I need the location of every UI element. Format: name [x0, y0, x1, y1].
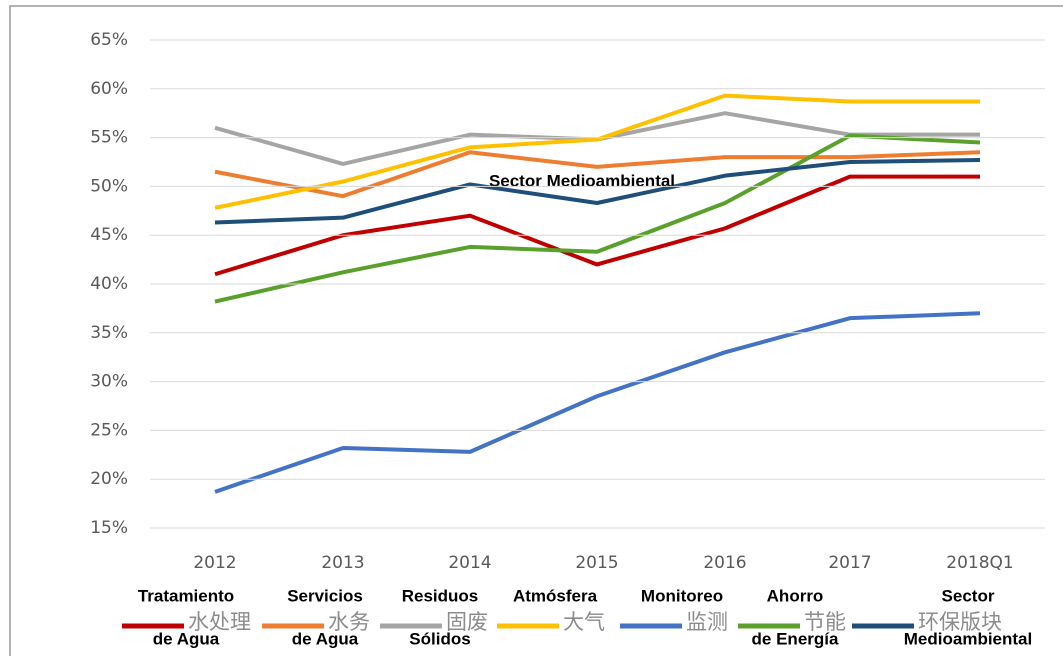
legend-label: 固废 [446, 610, 488, 634]
legend-overlay: Servicios [287, 586, 363, 605]
legend-overlay: Monitoreo [641, 586, 723, 605]
legend-overlay: Sector [942, 586, 995, 605]
y-tick-label: 15% [90, 518, 128, 538]
y-tick-label: 30% [90, 372, 128, 392]
y-tick-label: 40% [90, 274, 128, 294]
x-tick-label: 2012 [193, 553, 236, 573]
legend-label: 环保版块 [918, 610, 1002, 634]
series-line [214, 311, 981, 494]
x-tick-label: 2016 [703, 553, 746, 573]
legend-overlay: Residuos [402, 586, 479, 605]
legend-overlay: Tratamiento [138, 586, 234, 605]
legend-label: 监测 [686, 610, 728, 634]
legend-overlay: Ahorro [767, 586, 824, 605]
legend-overlay: de Agua [153, 629, 220, 648]
series-line [214, 174, 980, 277]
y-tick-label: 25% [90, 420, 128, 440]
y-tick-label: 55% [90, 128, 128, 148]
x-tick-label: 2015 [575, 553, 618, 573]
series-line [214, 150, 981, 199]
x-tick-label: 2013 [321, 553, 364, 573]
legend-overlay: Atmósfera [513, 586, 598, 605]
series-line [214, 133, 981, 304]
legend-overlay: de Agua [292, 629, 359, 648]
legend-label: 节能 [804, 610, 846, 634]
annotation: Sector Medioambiental [489, 171, 675, 190]
legend-overlay: de Energía [752, 629, 839, 648]
series-line [214, 93, 980, 210]
legend-label: 水务 [328, 610, 370, 634]
legend-label: 水处理 [188, 610, 251, 634]
y-tick-label: 35% [90, 323, 128, 343]
x-tick-label: 2018Q1 [946, 553, 1013, 573]
y-tick-label: 20% [90, 469, 128, 489]
y-tick-label: 50% [90, 176, 128, 196]
frame [9, 5, 1063, 656]
legend-overlay: Medioambiental [904, 629, 1032, 648]
legend-overlay: Sólidos [409, 629, 470, 648]
y-tick-label: 65% [90, 30, 128, 50]
y-tick-label: 60% [90, 79, 128, 99]
y-tick-label: 45% [90, 225, 128, 245]
x-tick-label: 2014 [448, 553, 491, 573]
x-tick-label: 2017 [828, 553, 871, 573]
series-line [214, 158, 981, 225]
legend-label: 大气 [563, 610, 605, 634]
